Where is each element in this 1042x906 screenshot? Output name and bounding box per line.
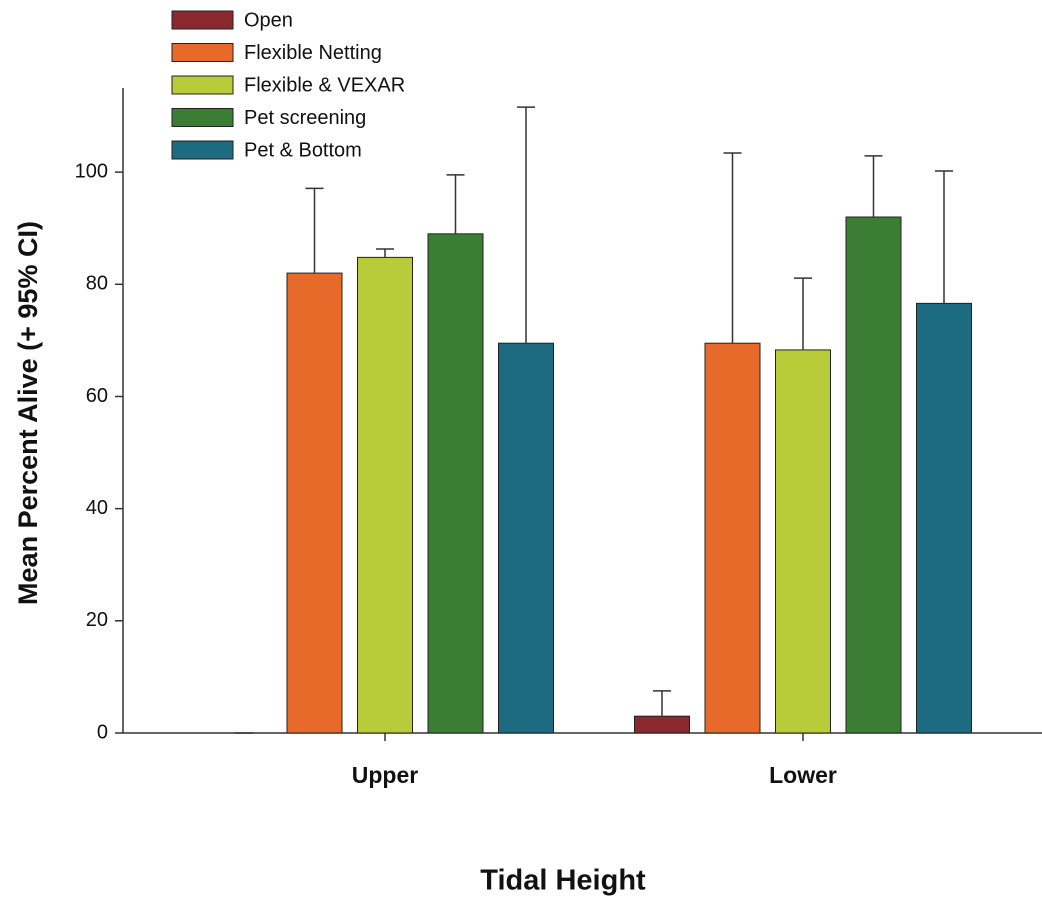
legend-label: Open <box>244 9 293 31</box>
bar <box>634 715 690 734</box>
legend-swatch <box>171 140 234 160</box>
error-bar <box>305 187 324 274</box>
y-tick-label: 60 <box>86 385 108 407</box>
x-tick-label: Lower <box>769 762 837 788</box>
legend-label: Pet & Bottom <box>244 139 362 161</box>
x-tick-label: Upper <box>352 762 419 788</box>
bar <box>286 272 343 734</box>
error-bar <box>446 174 465 234</box>
bar <box>498 342 554 734</box>
error-bar <box>935 170 953 304</box>
bar <box>357 256 413 734</box>
bar <box>916 302 972 734</box>
y-tick-label: 40 <box>86 497 108 519</box>
legend-swatch <box>171 108 234 127</box>
error-bar <box>864 155 883 217</box>
y-tick-label: 80 <box>86 273 108 295</box>
legend-swatch <box>171 43 234 62</box>
error-bar <box>517 106 535 344</box>
error-bar <box>723 152 742 344</box>
y-tick-label: 20 <box>86 609 108 631</box>
x-axis-label: Tidal Height <box>480 865 646 897</box>
error-bar <box>653 690 671 717</box>
legend-swatch <box>171 75 234 95</box>
bar <box>845 216 902 734</box>
legend-label: Flexible & VEXAR <box>244 74 405 96</box>
y-tick-label: 100 <box>75 160 108 182</box>
error-bar <box>794 277 812 350</box>
bar <box>775 349 831 734</box>
bar <box>427 233 484 734</box>
y-axis-label: Mean Percent Alive (+ 95% CI) <box>13 221 43 605</box>
legend-label: Flexible Netting <box>244 42 382 64</box>
error-bar <box>376 248 394 258</box>
legend-label: Pet screening <box>244 107 366 129</box>
legend-swatch <box>171 10 234 30</box>
y-tick-label: 0 <box>97 721 108 743</box>
bar <box>704 342 761 734</box>
